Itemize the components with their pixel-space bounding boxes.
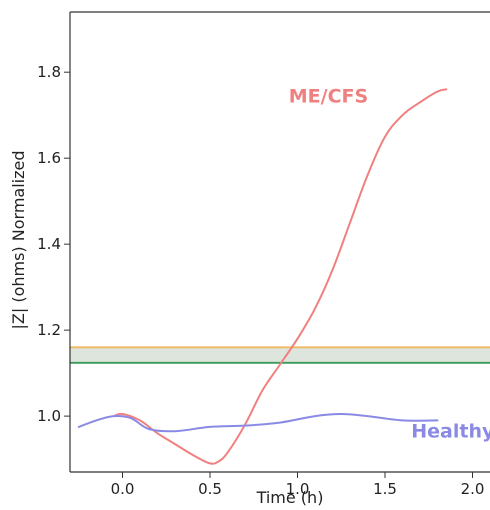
x-axis-label: Time (h)	[256, 488, 324, 507]
x-tick-label: 0.0	[111, 480, 135, 498]
y-tick-label: 1.0	[37, 407, 61, 425]
y-tick-label: 1.2	[37, 321, 61, 339]
series-line-healthy	[77, 413, 439, 433]
x-tick-label: 1.0	[286, 480, 310, 498]
y-tick-label: 1.8	[37, 63, 61, 81]
threshold-band	[70, 347, 490, 363]
x-tick-label: 0.5	[198, 480, 222, 498]
x-tick-label: 1.5	[373, 480, 397, 498]
annotation-me-cfs: ME/CFS	[289, 85, 368, 107]
x-tick-label: 2.0	[461, 480, 485, 498]
y-axis-label: |Z| (ohms) Normalized	[9, 151, 28, 330]
y-tick-label: 1.4	[37, 235, 61, 253]
series-line-me-cfs	[112, 88, 448, 465]
annotation-healthy: Healthy	[411, 421, 490, 443]
y-tick-label: 1.6	[37, 149, 61, 167]
